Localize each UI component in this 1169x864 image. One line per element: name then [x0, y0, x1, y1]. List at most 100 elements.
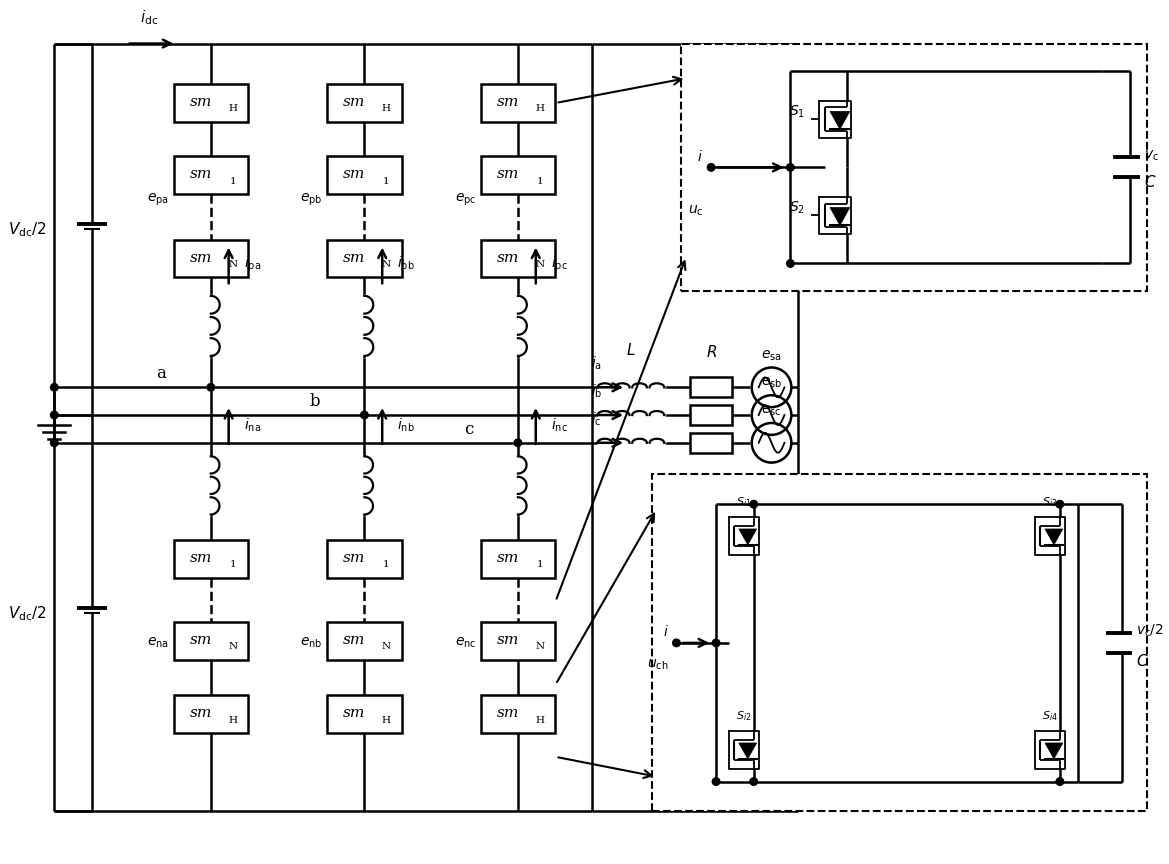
Text: $V_{\rm dc}/2$: $V_{\rm dc}/2$	[8, 220, 46, 238]
Circle shape	[207, 384, 215, 391]
Text: $e_{\rm sc}$: $e_{\rm sc}$	[761, 403, 782, 418]
Text: $i$: $i$	[663, 624, 669, 639]
Bar	[327, 622, 401, 660]
Text: $e_{\rm sa}$: $e_{\rm sa}$	[761, 348, 782, 363]
Text: $i_{\rm nc}$: $i_{\rm nc}$	[551, 416, 567, 434]
Bar	[480, 239, 555, 277]
Bar	[174, 696, 248, 733]
Bar	[327, 540, 401, 577]
Text: H: H	[381, 105, 390, 113]
Text: $i_{\rm pa}$: $i_{\rm pa}$	[243, 255, 261, 274]
Circle shape	[712, 778, 720, 785]
Bar	[691, 433, 732, 453]
Text: sm: sm	[189, 95, 212, 109]
Text: c: c	[464, 421, 473, 438]
Text: sm: sm	[189, 251, 212, 264]
Text: N: N	[228, 260, 237, 269]
Bar	[327, 696, 401, 733]
Circle shape	[750, 500, 758, 508]
Text: 1: 1	[229, 560, 236, 569]
Circle shape	[787, 260, 794, 267]
Text: $i$: $i$	[698, 149, 704, 164]
Text: N: N	[381, 260, 390, 269]
Bar	[651, 474, 1147, 811]
Bar	[480, 540, 555, 577]
Bar	[327, 156, 401, 194]
Text: $e_{\rm pa}$: $e_{\rm pa}$	[147, 192, 170, 207]
Text: sm: sm	[344, 95, 366, 109]
Bar	[691, 405, 732, 425]
Text: $C$: $C$	[1136, 652, 1149, 669]
Polygon shape	[739, 529, 756, 545]
Text: sm: sm	[497, 633, 519, 647]
Text: $i_{\rm a}$: $i_{\rm a}$	[592, 355, 602, 372]
Text: $e_{\rm nb}$: $e_{\rm nb}$	[300, 636, 323, 650]
Text: $i_{\rm dc}$: $i_{\rm dc}$	[140, 8, 159, 27]
Text: sm: sm	[344, 168, 366, 181]
Text: $v_{\rm c}/2$: $v_{\rm c}/2$	[1136, 623, 1163, 639]
Text: $i_{\rm nb}$: $i_{\rm nb}$	[397, 416, 415, 434]
Text: sm: sm	[497, 251, 519, 264]
Text: $R$: $R$	[706, 344, 717, 359]
Circle shape	[672, 639, 680, 646]
Text: H: H	[381, 715, 390, 725]
Polygon shape	[739, 743, 756, 759]
Bar	[480, 156, 555, 194]
Text: $i_{\rm b}$: $i_{\rm b}$	[592, 383, 603, 400]
Text: sm: sm	[497, 95, 519, 109]
Text: $S_{i3}$: $S_{i3}$	[1043, 495, 1058, 509]
Text: $C$: $C$	[1144, 175, 1156, 190]
Circle shape	[360, 411, 368, 419]
Bar	[480, 622, 555, 660]
Circle shape	[514, 439, 521, 447]
Text: H: H	[535, 715, 545, 725]
Bar	[327, 239, 401, 277]
Bar	[682, 43, 1147, 291]
Text: 1: 1	[383, 177, 389, 186]
Text: H: H	[228, 105, 237, 113]
Text: $V_{\rm dc}/2$: $V_{\rm dc}/2$	[8, 604, 46, 623]
Circle shape	[712, 639, 720, 646]
Text: sm: sm	[497, 168, 519, 181]
Text: sm: sm	[344, 706, 366, 721]
Circle shape	[707, 163, 715, 171]
Polygon shape	[1045, 529, 1063, 545]
Bar	[174, 156, 248, 194]
Bar	[691, 378, 732, 397]
Text: 1: 1	[537, 560, 544, 569]
Circle shape	[50, 439, 58, 447]
Text: N: N	[381, 642, 390, 651]
Text: sm: sm	[344, 550, 366, 565]
Text: $e_{\rm pc}$: $e_{\rm pc}$	[455, 192, 476, 207]
Text: $S_{i1}$: $S_{i1}$	[736, 495, 752, 509]
Polygon shape	[1045, 743, 1063, 759]
Circle shape	[50, 384, 58, 391]
Text: N: N	[228, 642, 237, 651]
Text: sm: sm	[189, 706, 212, 721]
Bar	[327, 84, 401, 122]
Text: 1: 1	[383, 560, 389, 569]
Text: sm: sm	[497, 550, 519, 565]
Text: H: H	[228, 715, 237, 725]
Polygon shape	[830, 207, 850, 226]
Text: $e_{\rm na}$: $e_{\rm na}$	[147, 636, 170, 650]
Text: sm: sm	[497, 706, 519, 721]
Bar	[174, 239, 248, 277]
Circle shape	[750, 778, 758, 785]
Text: $S_{i4}$: $S_{i4}$	[1042, 709, 1058, 723]
Text: 1: 1	[229, 177, 236, 186]
Bar	[174, 84, 248, 122]
Text: a: a	[157, 365, 166, 383]
Text: $i_{\rm na}$: $i_{\rm na}$	[243, 416, 261, 434]
Circle shape	[787, 163, 794, 171]
Text: sm: sm	[189, 168, 212, 181]
Text: $S_{i2}$: $S_{i2}$	[736, 709, 752, 723]
Text: $i_{\rm pc}$: $i_{\rm pc}$	[551, 255, 567, 274]
Text: $e_{\rm sb}$: $e_{\rm sb}$	[761, 376, 782, 391]
Text: $S_1$: $S_1$	[789, 103, 805, 119]
Text: $S_2$: $S_2$	[789, 200, 805, 216]
Text: $e_{\rm nc}$: $e_{\rm nc}$	[455, 636, 476, 650]
Text: N: N	[535, 260, 545, 269]
Text: sm: sm	[344, 633, 366, 647]
Polygon shape	[830, 111, 850, 130]
